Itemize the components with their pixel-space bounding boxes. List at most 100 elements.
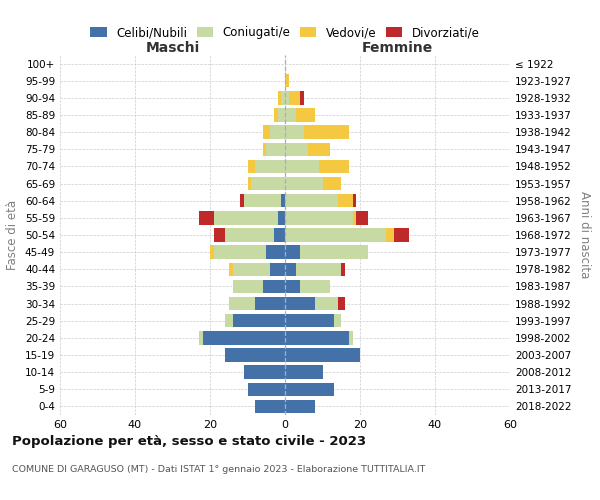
Bar xyxy=(285,366,323,379)
Bar xyxy=(285,348,360,362)
Bar xyxy=(285,280,330,293)
Bar xyxy=(285,400,315,413)
Bar xyxy=(203,331,285,344)
Bar xyxy=(233,314,285,328)
Bar xyxy=(248,160,285,173)
Bar xyxy=(233,280,285,293)
Bar xyxy=(285,314,341,328)
Bar xyxy=(277,108,285,122)
Bar xyxy=(285,108,296,122)
Bar xyxy=(225,348,285,362)
Bar xyxy=(225,314,285,328)
Bar xyxy=(263,126,285,139)
Bar xyxy=(285,262,341,276)
Bar xyxy=(281,194,285,207)
Y-axis label: Fasce di età: Fasce di età xyxy=(7,200,19,270)
Bar xyxy=(285,211,356,224)
Bar xyxy=(255,400,285,413)
Bar xyxy=(255,400,285,413)
Y-axis label: Anni di nascita: Anni di nascita xyxy=(578,192,591,278)
Bar xyxy=(274,228,285,241)
Bar xyxy=(285,91,300,104)
Bar xyxy=(270,126,285,139)
Bar xyxy=(244,366,285,379)
Bar xyxy=(266,246,285,259)
Bar xyxy=(285,228,386,241)
Bar xyxy=(285,297,337,310)
Bar xyxy=(251,177,285,190)
Bar xyxy=(285,280,300,293)
Bar xyxy=(285,297,315,310)
Bar xyxy=(285,331,349,344)
Bar xyxy=(285,91,304,104)
Bar xyxy=(285,348,360,362)
Bar xyxy=(285,177,341,190)
Bar xyxy=(285,366,323,379)
Bar xyxy=(285,366,323,379)
Bar xyxy=(285,262,341,276)
Bar xyxy=(229,262,285,276)
Bar xyxy=(248,382,285,396)
Bar xyxy=(263,142,285,156)
Bar xyxy=(244,366,285,379)
Bar xyxy=(285,211,353,224)
Bar xyxy=(225,228,285,241)
Bar xyxy=(244,366,285,379)
Bar xyxy=(285,400,315,413)
Bar xyxy=(285,382,334,396)
Bar xyxy=(255,400,285,413)
Bar xyxy=(285,177,341,190)
Bar xyxy=(285,228,394,241)
Bar xyxy=(285,262,296,276)
Bar xyxy=(285,366,323,379)
Bar xyxy=(285,297,345,310)
Bar xyxy=(285,246,367,259)
Bar xyxy=(244,366,285,379)
Bar xyxy=(285,177,323,190)
Bar xyxy=(285,331,353,344)
Bar xyxy=(225,348,285,362)
Bar xyxy=(214,211,285,224)
Bar xyxy=(233,280,285,293)
Bar xyxy=(285,211,367,224)
Bar xyxy=(225,348,285,362)
Bar xyxy=(285,142,330,156)
Bar xyxy=(199,211,285,224)
Bar xyxy=(285,126,304,139)
Bar xyxy=(263,280,285,293)
Bar xyxy=(285,280,330,293)
Bar xyxy=(225,228,285,241)
Bar xyxy=(285,297,337,310)
Bar xyxy=(199,331,285,344)
Bar xyxy=(248,382,285,396)
Bar xyxy=(240,194,285,207)
Bar xyxy=(285,314,341,328)
Bar xyxy=(277,91,285,104)
Bar xyxy=(263,126,285,139)
Bar xyxy=(233,262,285,276)
Bar xyxy=(248,177,285,190)
Bar xyxy=(285,160,349,173)
Bar xyxy=(248,160,285,173)
Bar xyxy=(285,262,345,276)
Bar xyxy=(285,74,289,88)
Text: Femmine: Femmine xyxy=(362,41,433,55)
Bar xyxy=(281,91,285,104)
Bar xyxy=(285,331,353,344)
Bar xyxy=(229,297,285,310)
Bar xyxy=(285,194,337,207)
Bar xyxy=(277,91,285,104)
Bar xyxy=(244,194,285,207)
Bar xyxy=(285,74,289,88)
Bar xyxy=(214,211,285,224)
Bar xyxy=(285,246,367,259)
Bar xyxy=(248,382,285,396)
Bar xyxy=(210,246,285,259)
Bar xyxy=(285,400,315,413)
Bar xyxy=(285,126,349,139)
Bar xyxy=(214,246,285,259)
Bar xyxy=(285,331,353,344)
Bar xyxy=(210,246,285,259)
Bar xyxy=(285,382,334,396)
Text: COMUNE DI GARAGUSO (MT) - Dati ISTAT 1° gennaio 2023 - Elaborazione TUTTITALIA.I: COMUNE DI GARAGUSO (MT) - Dati ISTAT 1° … xyxy=(12,465,425,474)
